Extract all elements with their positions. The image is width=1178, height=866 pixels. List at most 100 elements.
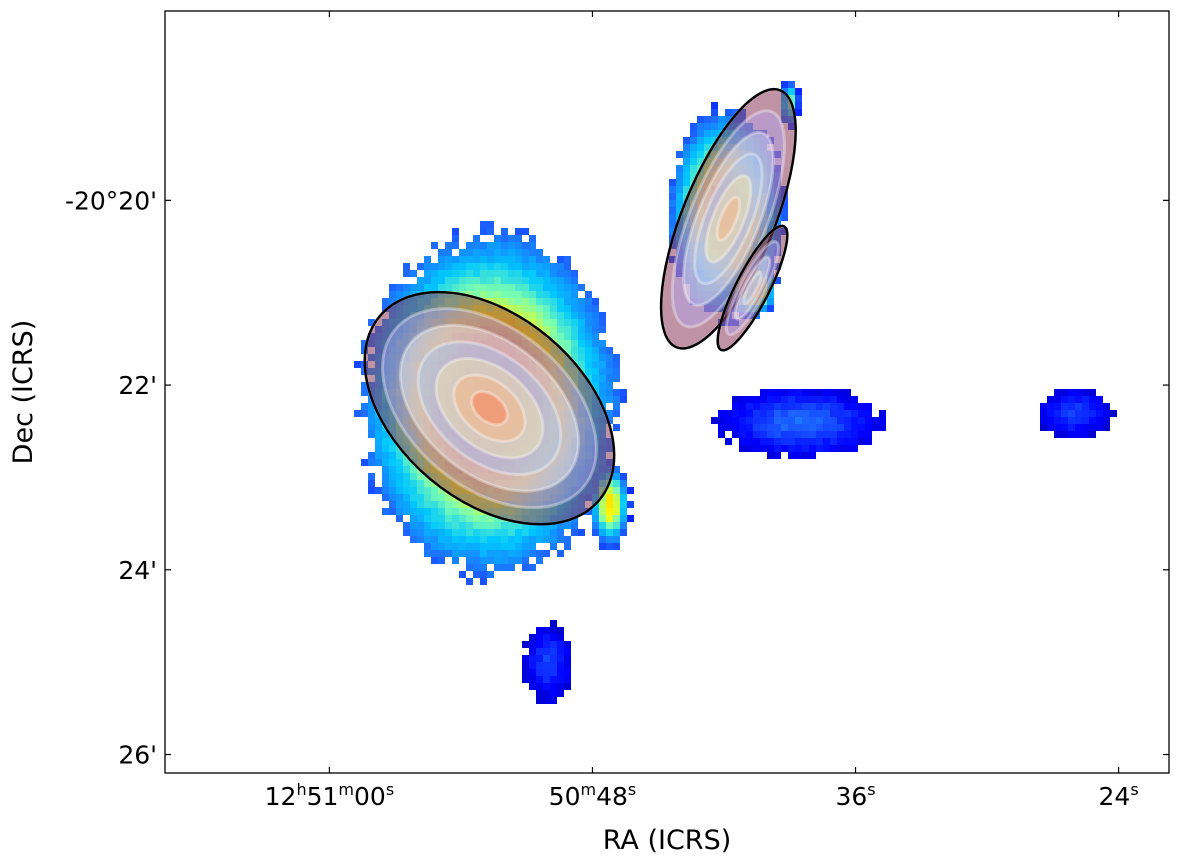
heatmap-cell [515, 284, 522, 291]
heatmap-cell [585, 361, 592, 368]
heatmap-cell [410, 270, 417, 277]
heatmap-cell [494, 550, 501, 557]
heatmap-cell [809, 452, 816, 459]
heatmap-cell [522, 676, 529, 683]
heatmap-cell [557, 256, 564, 263]
heatmap-cell [1096, 410, 1103, 417]
heatmap-cell [578, 340, 585, 347]
heatmap-cell [844, 445, 851, 452]
heatmap-cell [473, 557, 480, 564]
heatmap-cell [550, 263, 557, 270]
heatmap-cell [473, 536, 480, 543]
heatmap-cell [676, 186, 683, 193]
heatmap-cell [543, 291, 550, 298]
heatmap-cell [1068, 410, 1075, 417]
heatmap-cell [361, 410, 368, 417]
heatmap-cell [480, 557, 487, 564]
heatmap-cell [543, 284, 550, 291]
heatmap-cell [788, 431, 795, 438]
heatmap-cell [1075, 424, 1082, 431]
heatmap-cell [606, 536, 613, 543]
heatmap-cell [620, 480, 627, 487]
heatmap-cell [536, 291, 543, 298]
heatmap-cell [683, 151, 690, 158]
heatmap-cell [522, 228, 529, 235]
heatmap-cell [599, 389, 606, 396]
heatmap-cell [571, 354, 578, 361]
heatmap-cell [851, 396, 858, 403]
heatmap-cell [445, 270, 452, 277]
heatmap-cell [529, 564, 536, 571]
heatmap-cell [830, 438, 837, 445]
heatmap-cell [781, 438, 788, 445]
heatmap-cell [529, 522, 536, 529]
heatmap-cell [382, 452, 389, 459]
heatmap-cell [452, 550, 459, 557]
heatmap-cell [536, 529, 543, 536]
heatmap-cell [746, 431, 753, 438]
heatmap-cell [564, 347, 571, 354]
axis-ticks: 12h51m00s 50m48s 36s 24s -20°20' 22' 24' 26' [65, 11, 1169, 811]
heatmap-cell [466, 515, 473, 522]
heatmap-cell [515, 550, 522, 557]
heatmap-cell [865, 431, 872, 438]
heatmap-cell [529, 655, 536, 662]
heatmap-cell [1075, 396, 1082, 403]
heatmap-cell [501, 543, 508, 550]
heatmap-cell [543, 641, 550, 648]
heatmap-cell [753, 403, 760, 410]
heatmap-cell [494, 235, 501, 242]
heatmap-cell [613, 410, 620, 417]
heatmap-cell [557, 319, 564, 326]
heatmap-cell [445, 242, 452, 249]
heatmap-cell [508, 529, 515, 536]
heatmap-cell [620, 396, 627, 403]
heatmap-cell [543, 669, 550, 676]
heatmap-cell [592, 375, 599, 382]
heatmap-cell [802, 417, 809, 424]
heatmap-cell [760, 417, 767, 424]
heatmap-cell [557, 326, 564, 333]
heatmap-cell [508, 270, 515, 277]
heatmap-cell [592, 347, 599, 354]
heatmap-cell [746, 424, 753, 431]
heatmap-cell [543, 263, 550, 270]
heatmap-cell [809, 417, 816, 424]
heatmap-cell [543, 298, 550, 305]
heatmap-cell [487, 571, 494, 578]
heatmap-cell [515, 270, 522, 277]
heatmap-cell [550, 284, 557, 291]
heatmap-cell [396, 452, 403, 459]
heatmap-cell [823, 403, 830, 410]
heatmap-cell [571, 291, 578, 298]
heatmap-cell [361, 389, 368, 396]
heatmap-cell [683, 165, 690, 172]
heatmap-cell [683, 158, 690, 165]
heatmap-cell [774, 403, 781, 410]
heatmap-cell [473, 508, 480, 515]
heatmap-cell [424, 508, 431, 515]
heatmap-cell [550, 522, 557, 529]
heatmap-cell [466, 291, 473, 298]
model-ellipse-ring [715, 195, 742, 242]
heatmap-cell [669, 179, 676, 186]
heatmap-cell [788, 403, 795, 410]
heatmap-cell [487, 270, 494, 277]
heatmap-cell [676, 172, 683, 179]
heatmap-cell [417, 284, 424, 291]
heatmap-cell [445, 543, 452, 550]
model-ellipse-ring [724, 239, 781, 337]
heatmap-cell [543, 536, 550, 543]
heatmap-cell [543, 256, 550, 263]
heatmap-cell [487, 536, 494, 543]
heatmap-cell [438, 263, 445, 270]
heatmap-cell [515, 256, 522, 263]
heatmap-cell [536, 319, 543, 326]
heatmap-cell [501, 536, 508, 543]
heatmap-cell [585, 340, 592, 347]
heatmap-cell [389, 438, 396, 445]
heatmap-cell [396, 473, 403, 480]
heatmap-cell [522, 291, 529, 298]
heatmap-cell [431, 284, 438, 291]
heatmap-cell [480, 578, 487, 585]
